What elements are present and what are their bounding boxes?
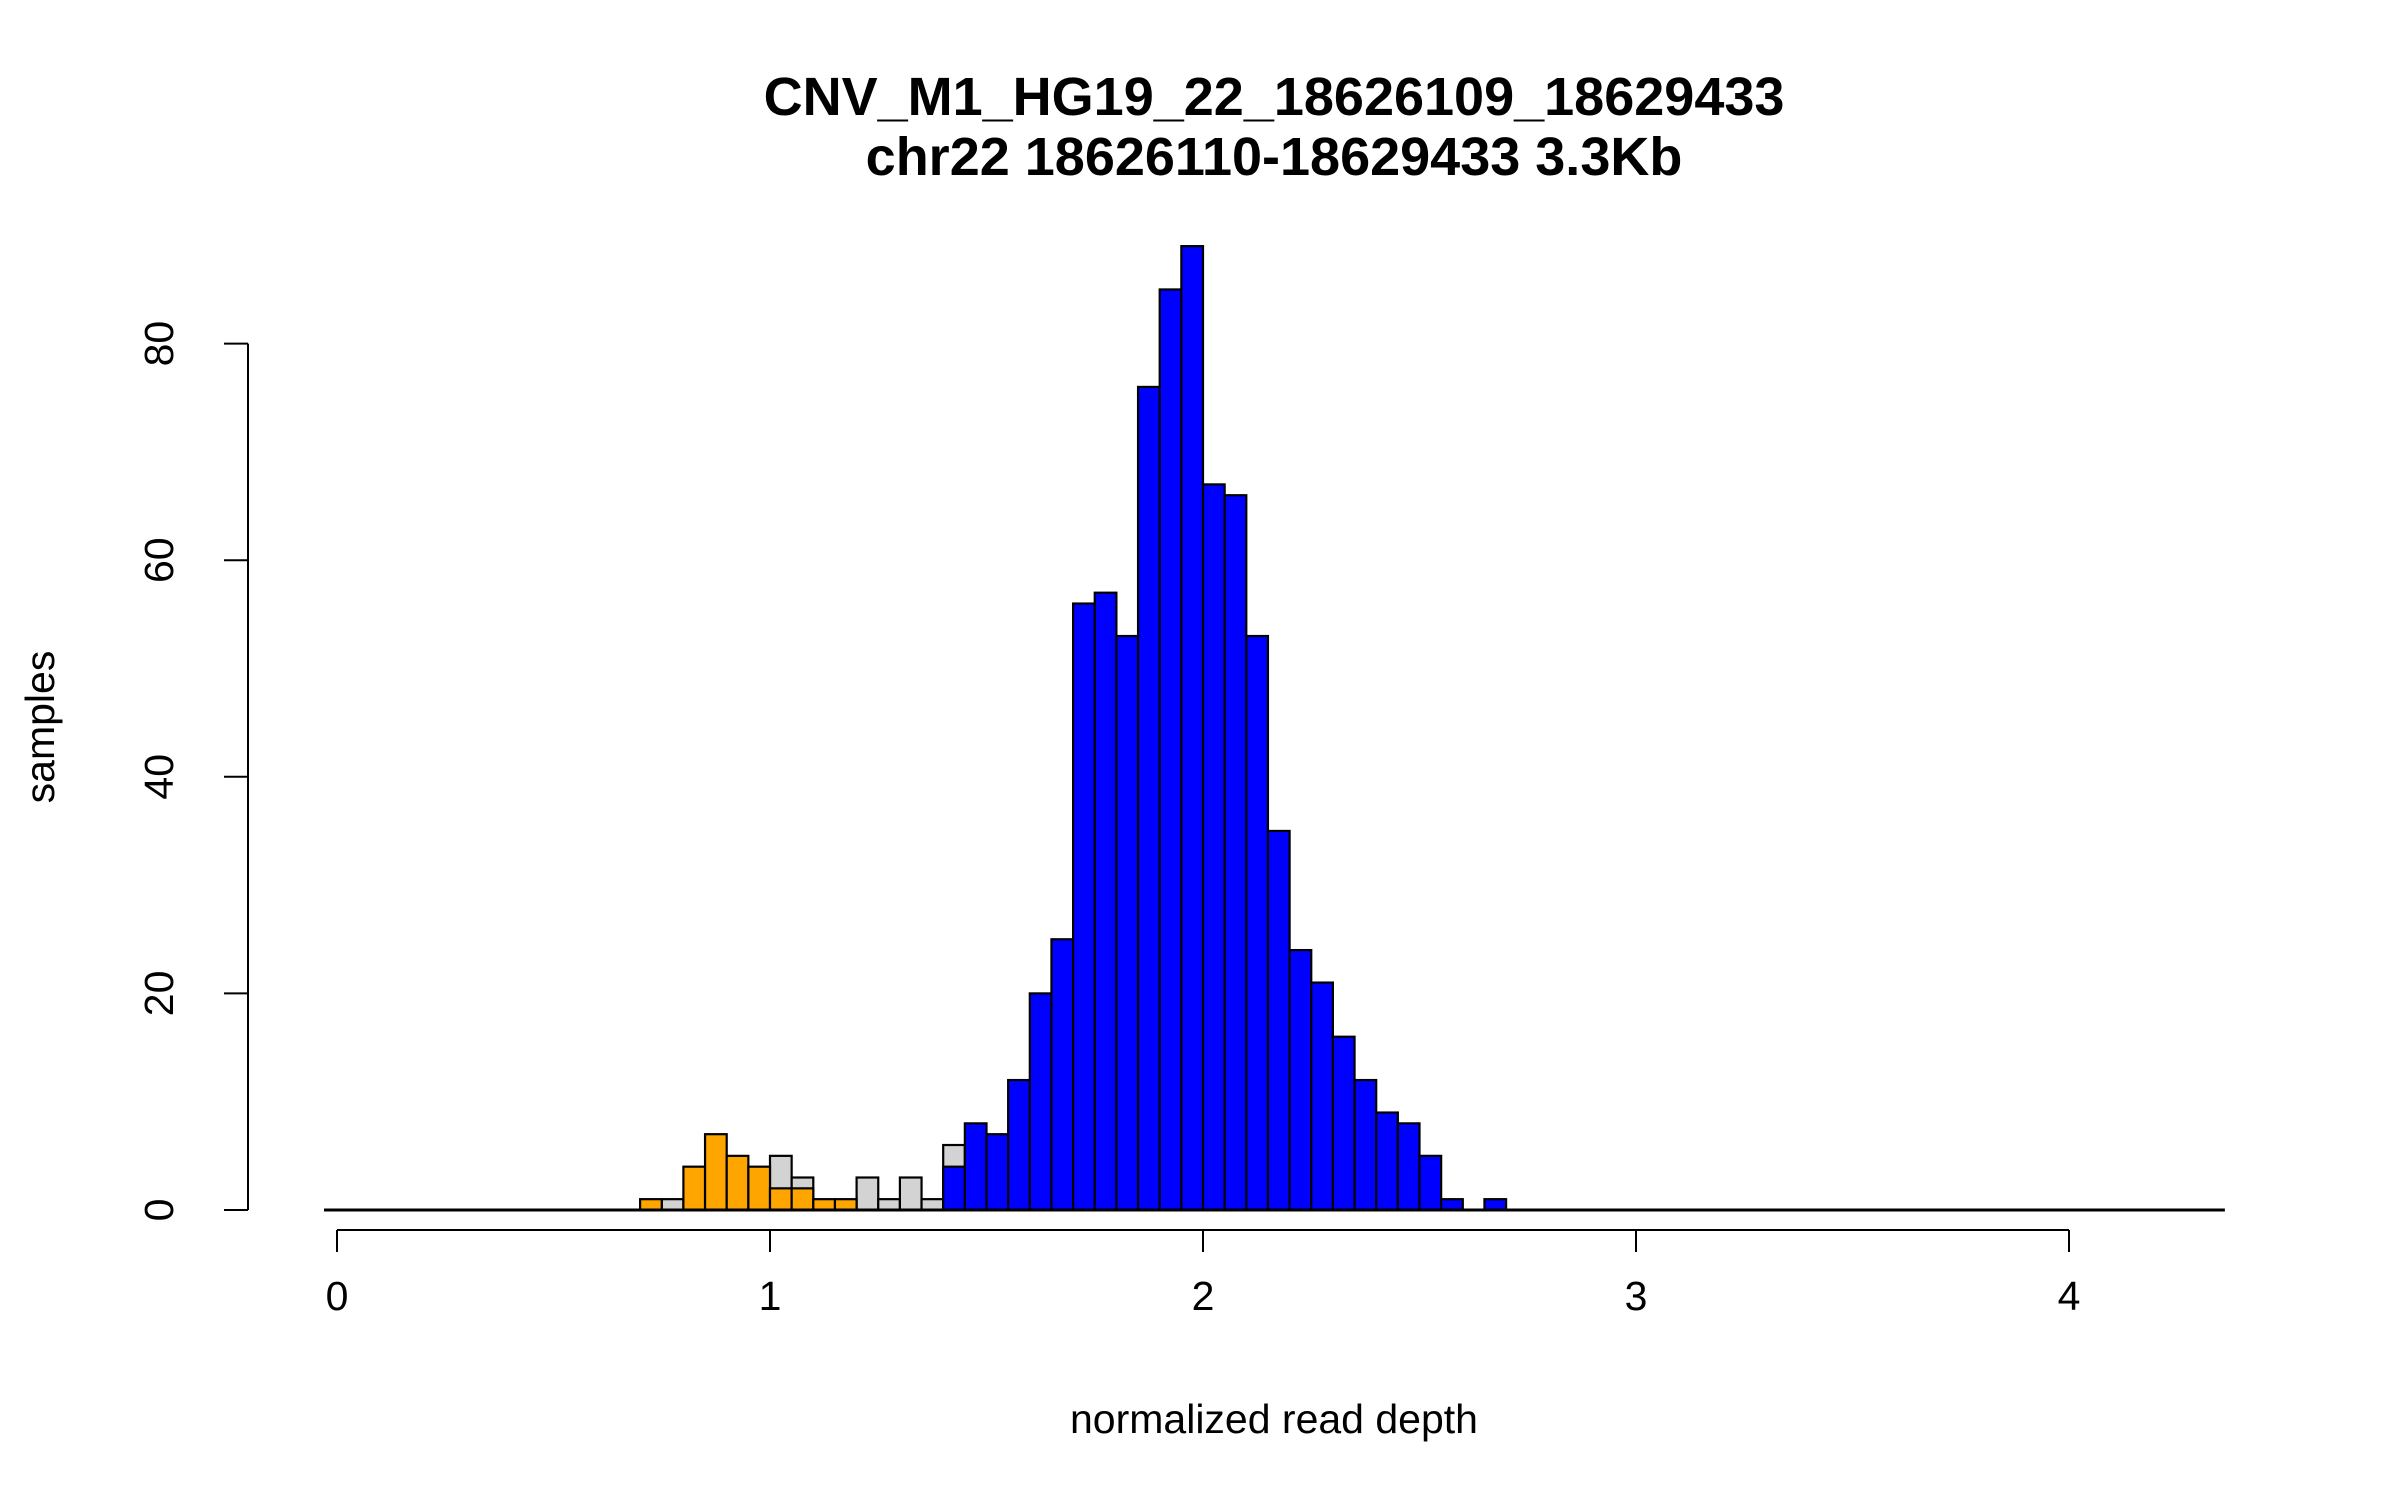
histogram-bar — [1353, 1078, 1378, 1212]
x-tick-label: 2 — [1192, 1273, 1215, 1319]
histogram-bar — [1050, 938, 1075, 1212]
histogram-bar — [1245, 634, 1270, 1212]
histogram-bar — [768, 1187, 793, 1212]
histogram-bar — [833, 1198, 858, 1212]
chart-subtitle: chr22 18626110-18629433 3.3Kb — [866, 127, 1683, 187]
histogram-bar — [1093, 591, 1118, 1212]
histogram-bar — [1180, 245, 1205, 1212]
y-tick-label: 40 — [136, 754, 182, 800]
y-axis: 0 20 40 60 80 — [136, 321, 249, 1222]
chart-title: CNV_M1_HG19_22_18626109_18629433 — [764, 67, 1785, 127]
y-axis-title: samples — [17, 651, 63, 804]
histogram-bar — [920, 1198, 945, 1212]
x-tick-label: 4 — [2058, 1273, 2081, 1319]
histogram-bar — [638, 1198, 663, 1212]
histogram-bar — [725, 1154, 750, 1212]
histogram-bar — [898, 1176, 923, 1212]
histogram-bar — [682, 1165, 707, 1212]
histogram-bar — [812, 1198, 837, 1212]
histogram-bar — [1028, 992, 1053, 1212]
histogram-bar — [942, 1165, 966, 1212]
histogram-bar — [877, 1198, 901, 1212]
histogram-bar — [1201, 483, 1226, 1212]
histogram-bar — [1375, 1111, 1399, 1212]
histogram-bar — [985, 1133, 1010, 1212]
histogram-bar — [1440, 1198, 1464, 1212]
histogram-bar — [963, 1122, 988, 1212]
histogram-bar — [1266, 829, 1291, 1212]
histogram-bar — [1331, 1035, 1356, 1212]
y-tick-label: 80 — [136, 321, 182, 367]
histogram-bar — [1288, 948, 1313, 1212]
histogram-bar — [1396, 1122, 1421, 1212]
histogram-bar — [747, 1165, 772, 1212]
histogram-bar — [1158, 288, 1183, 1212]
histogram-bar — [1483, 1198, 1508, 1212]
x-axis: 0 1 2 3 4 — [326, 1229, 2081, 1319]
histogram-bar — [1007, 1078, 1031, 1212]
histogram-bars — [638, 245, 1508, 1212]
histogram-bar — [1136, 385, 1161, 1212]
histogram-bar — [703, 1133, 728, 1212]
x-tick-label: 0 — [326, 1273, 349, 1319]
x-tick-label: 1 — [759, 1273, 782, 1319]
y-tick-label: 20 — [136, 971, 182, 1017]
x-tick-label: 3 — [1625, 1273, 1648, 1319]
x-axis-title: normalized read depth — [1070, 1396, 1478, 1442]
histogram-bar — [790, 1187, 815, 1212]
histogram-bar — [1223, 494, 1248, 1212]
histogram-bar — [660, 1198, 685, 1212]
y-tick-label: 0 — [136, 1199, 182, 1222]
histogram-bar — [855, 1176, 880, 1212]
histogram-bar — [1310, 981, 1334, 1212]
histogram-bar — [1071, 602, 1096, 1212]
y-tick-label: 60 — [136, 537, 182, 583]
histogram-bar — [1418, 1154, 1443, 1212]
histogram-bar — [1115, 634, 1140, 1212]
